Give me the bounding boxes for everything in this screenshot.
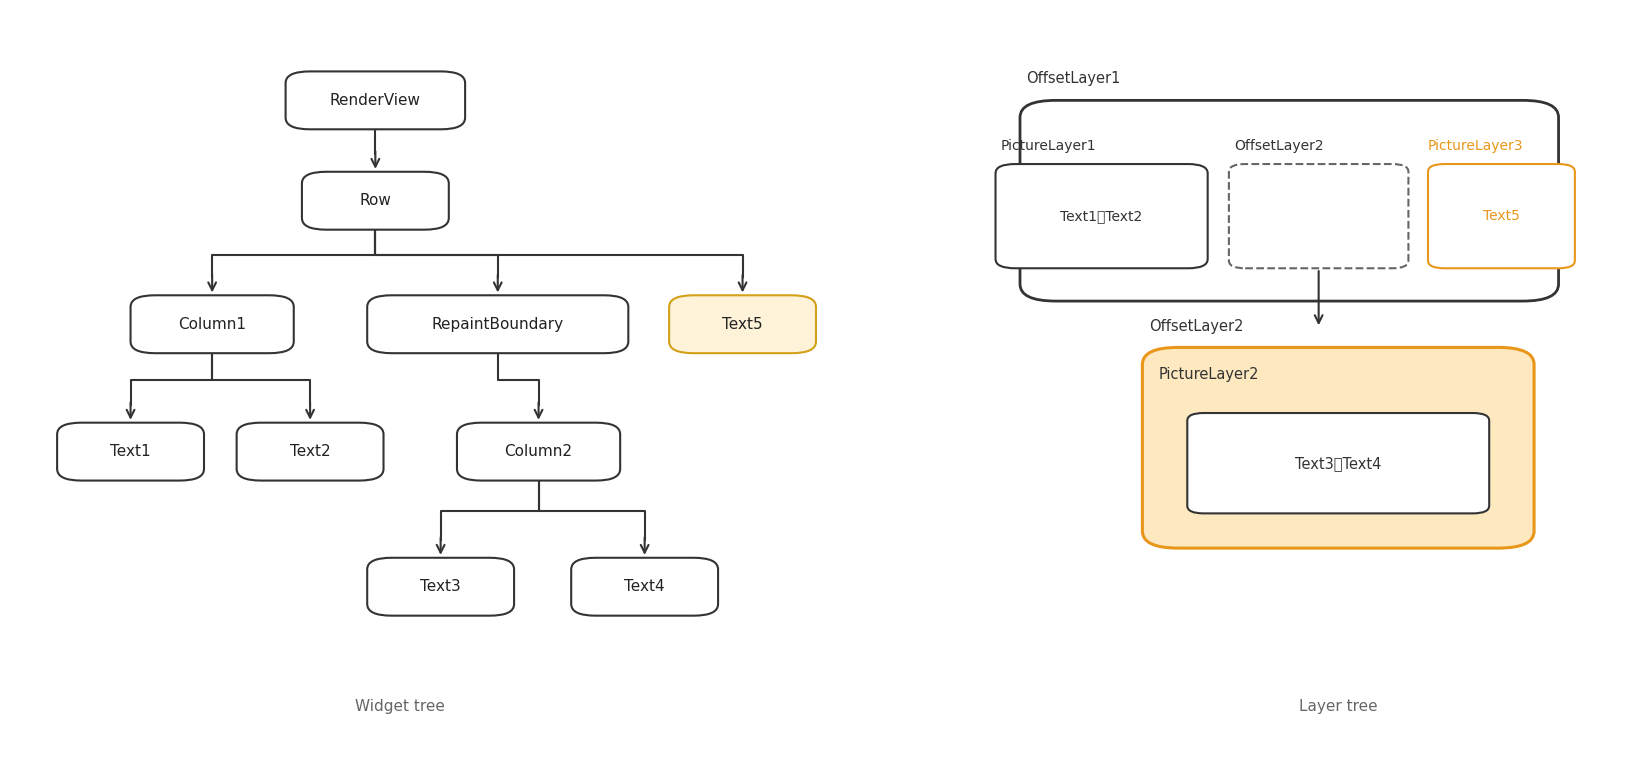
Text: Text3: Text3	[421, 579, 460, 594]
Text: PictureLayer1: PictureLayer1	[1000, 139, 1097, 153]
Text: RenderView: RenderView	[330, 93, 421, 108]
Text: Text1: Text1	[111, 444, 150, 459]
Text: Column2: Column2	[504, 444, 573, 459]
Text: OffsetLayer2: OffsetLayer2	[1149, 319, 1244, 334]
FancyBboxPatch shape	[1142, 347, 1534, 548]
Text: Text4: Text4	[625, 579, 664, 594]
Text: Text2: Text2	[290, 444, 330, 459]
FancyBboxPatch shape	[131, 295, 294, 354]
Text: Row: Row	[359, 193, 392, 208]
FancyBboxPatch shape	[367, 557, 514, 616]
FancyBboxPatch shape	[1186, 413, 1488, 513]
Text: OffsetLayer1: OffsetLayer1	[1027, 72, 1121, 86]
FancyBboxPatch shape	[571, 557, 718, 616]
Text: PictureLayer3: PictureLayer3	[1428, 139, 1524, 153]
Text: Column1: Column1	[178, 317, 246, 332]
Text: OffsetLayer2: OffsetLayer2	[1234, 139, 1324, 153]
FancyBboxPatch shape	[1229, 164, 1408, 269]
FancyBboxPatch shape	[669, 295, 816, 354]
FancyBboxPatch shape	[457, 423, 620, 480]
FancyBboxPatch shape	[237, 423, 384, 480]
FancyBboxPatch shape	[57, 423, 204, 480]
FancyBboxPatch shape	[1428, 164, 1575, 269]
FancyBboxPatch shape	[302, 171, 449, 229]
Text: Layer tree: Layer tree	[1299, 699, 1377, 714]
FancyBboxPatch shape	[996, 164, 1208, 269]
Text: Text5: Text5	[723, 317, 762, 332]
FancyBboxPatch shape	[1020, 100, 1559, 301]
Text: Text1、Text2: Text1、Text2	[1061, 209, 1142, 223]
Text: RepaintBoundary: RepaintBoundary	[432, 317, 563, 332]
Text: Text3、Text4: Text3、Text4	[1296, 455, 1381, 471]
Text: PictureLayer2: PictureLayer2	[1159, 367, 1260, 381]
Text: Text5: Text5	[1483, 209, 1519, 223]
FancyBboxPatch shape	[286, 71, 465, 129]
FancyBboxPatch shape	[367, 295, 628, 354]
Text: Widget tree: Widget tree	[354, 699, 446, 714]
